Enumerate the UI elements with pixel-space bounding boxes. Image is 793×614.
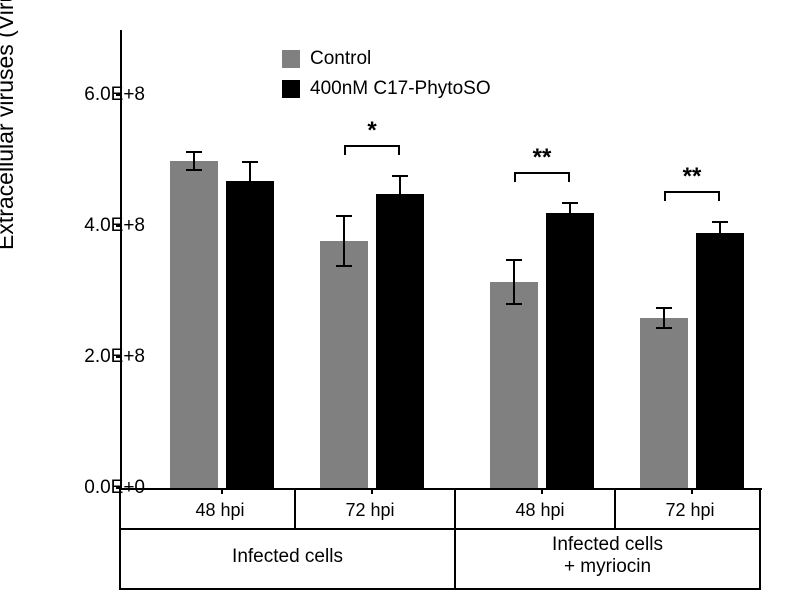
x-tick-label: 48 hpi	[515, 500, 564, 521]
plot-area: Control 400nM C17-PhytoSO *****	[120, 30, 762, 490]
x-group-label: Infected cells+ myriocin	[552, 534, 663, 578]
legend-swatch-treatment	[282, 80, 300, 98]
error-bar-cap	[392, 175, 408, 177]
error-bar-cap	[336, 265, 352, 267]
error-bar-cap	[392, 210, 408, 212]
x-tick-label: 72 hpi	[345, 500, 394, 521]
error-bar	[663, 307, 665, 329]
error-bar-cap	[186, 151, 202, 153]
x-tick-label: 72 hpi	[665, 500, 714, 521]
pair-divider	[294, 488, 296, 528]
sig-bracket	[344, 145, 346, 155]
error-bar-cap	[242, 198, 258, 200]
bar	[490, 282, 538, 488]
legend-item-control: Control	[282, 48, 491, 70]
error-bar	[249, 161, 251, 200]
x-tick-mark	[221, 488, 223, 494]
y-tick-label: 4.0E+8	[84, 215, 145, 237]
sig-bracket	[664, 191, 720, 193]
group-divider	[759, 488, 761, 590]
y-tick-label: 0.0E+0	[84, 477, 145, 499]
error-bar-cap	[506, 259, 522, 261]
bar	[696, 233, 744, 488]
bar	[546, 213, 594, 488]
group-divider	[454, 488, 456, 590]
sig-bracket	[664, 191, 666, 201]
error-bar	[513, 259, 515, 305]
group-divider	[119, 488, 121, 590]
legend-item-treatment: 400nM C17-PhytoSO	[282, 78, 491, 100]
y-tick-label: 6.0E+8	[84, 84, 145, 106]
error-bar	[343, 215, 345, 267]
bar	[640, 318, 688, 488]
error-bar-cap	[336, 215, 352, 217]
group-divider	[120, 588, 760, 590]
error-bar-cap	[562, 202, 578, 204]
sig-bracket	[718, 191, 720, 201]
error-bar	[399, 175, 401, 212]
sig-label: **	[683, 163, 702, 191]
bar	[376, 194, 424, 488]
x-tick-mark	[541, 488, 543, 494]
sig-bracket	[514, 172, 516, 182]
error-bar	[719, 221, 721, 245]
sig-bracket	[398, 145, 400, 155]
error-bar-cap	[242, 161, 258, 163]
legend-swatch-control	[282, 50, 300, 68]
legend-label-control: Control	[310, 48, 371, 70]
error-bar-cap	[712, 221, 728, 223]
sig-label: **	[533, 144, 552, 172]
sig-bracket	[514, 172, 570, 174]
x-tick-label: 48 hpi	[195, 500, 244, 521]
error-bar-cap	[656, 327, 672, 329]
legend: Control 400nM C17-PhytoSO	[282, 48, 491, 108]
group-divider	[120, 528, 760, 530]
sig-bracket	[344, 145, 400, 147]
error-bar	[569, 202, 571, 224]
pair-divider	[614, 488, 616, 528]
chart-container: Extracellular viruses (Viruses/mL) Contr…	[0, 0, 793, 614]
x-tick-mark	[371, 488, 373, 494]
error-bar-cap	[712, 243, 728, 245]
legend-label-treatment: 400nM C17-PhytoSO	[310, 78, 491, 100]
error-bar-cap	[656, 307, 672, 309]
x-tick-mark	[691, 488, 693, 494]
error-bar-cap	[186, 169, 202, 171]
bar	[226, 181, 274, 489]
sig-bracket	[568, 172, 570, 182]
error-bar-cap	[562, 222, 578, 224]
sig-label: *	[367, 117, 376, 145]
bar	[170, 161, 218, 488]
error-bar-cap	[506, 303, 522, 305]
y-tick-label: 2.0E+8	[84, 346, 145, 368]
x-group-label: Infected cells	[232, 546, 343, 568]
bar	[320, 241, 368, 488]
y-axis-label: Extracellular viruses (Viruses/mL)	[0, 0, 19, 250]
